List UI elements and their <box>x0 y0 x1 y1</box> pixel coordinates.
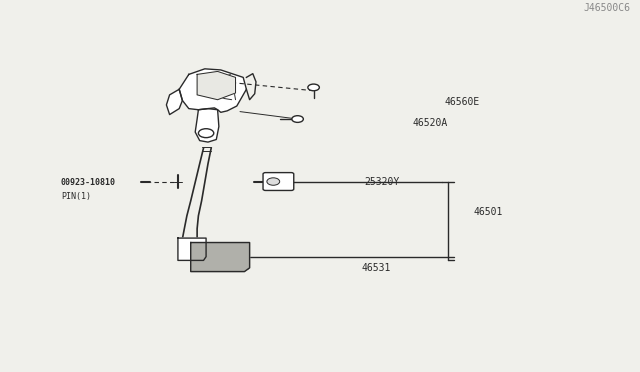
Text: 46520A: 46520A <box>413 118 448 128</box>
Polygon shape <box>197 71 236 100</box>
Text: 25320Y: 25320Y <box>365 177 400 187</box>
Polygon shape <box>179 69 246 112</box>
Circle shape <box>267 178 280 185</box>
FancyBboxPatch shape <box>263 173 294 190</box>
Polygon shape <box>195 109 219 142</box>
Text: 46531: 46531 <box>362 263 391 273</box>
Circle shape <box>292 116 303 122</box>
Text: J46500C6: J46500C6 <box>584 3 630 13</box>
Circle shape <box>308 84 319 91</box>
Text: 46560E: 46560E <box>445 97 480 107</box>
Text: 46501: 46501 <box>474 207 503 217</box>
Polygon shape <box>178 238 206 260</box>
Text: PIN(1): PIN(1) <box>61 192 91 201</box>
Text: 00923-10810: 00923-10810 <box>61 178 116 187</box>
Circle shape <box>198 129 214 138</box>
Polygon shape <box>191 243 250 272</box>
Polygon shape <box>166 89 182 115</box>
